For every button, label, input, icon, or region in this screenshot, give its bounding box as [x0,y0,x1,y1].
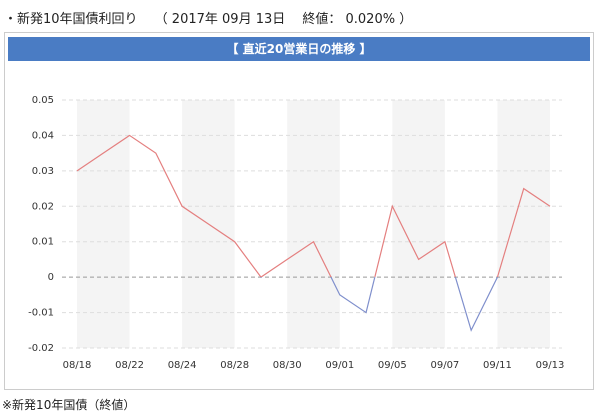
band [77,100,130,348]
y-tick-label: 0.02 [32,201,54,212]
x-tick-label: 09/13 [536,360,565,371]
header-title: ・新発10年国債利回り （ 2017年 09月 13日 終値： 0.020% ） [4,12,413,27]
y-tick-label: 0.01 [32,237,54,248]
x-tick-label: 09/11 [483,360,512,371]
y-tick-label: 0.04 [32,130,54,141]
x-tick-label: 09/05 [378,360,407,371]
x-tick-label: 08/22 [115,360,144,371]
chart: -0.02 -0.01 0 0.01 0.02 0.03 0.04 0.05 08/18 08/2… [28,95,565,371]
panel [4,32,594,390]
x-tick-label: 09/07 [430,360,459,371]
x-tick-label: 08/28 [220,360,249,371]
y-tick-label: 0.05 [32,95,54,106]
x-tick-label: 08/18 [63,360,92,371]
panel-title: 【 直近20営業日の推移 】 [8,37,590,61]
footer-note: ※新発10年国債（終値） [2,398,136,412]
band [497,100,550,348]
band [287,100,340,348]
x-tick-label: 08/30 [273,360,302,371]
y-tick-label: 0.03 [32,166,54,177]
x-tick-label: 09/01 [325,360,354,371]
line-negative [260,277,499,332]
line-positive [76,134,551,278]
y-tick-label: 0 [48,272,54,283]
y-tick-label: -0.02 [28,343,54,354]
y-tick-label: -0.01 [28,308,54,319]
band [392,100,445,348]
x-tick-label: 08/24 [168,360,197,371]
